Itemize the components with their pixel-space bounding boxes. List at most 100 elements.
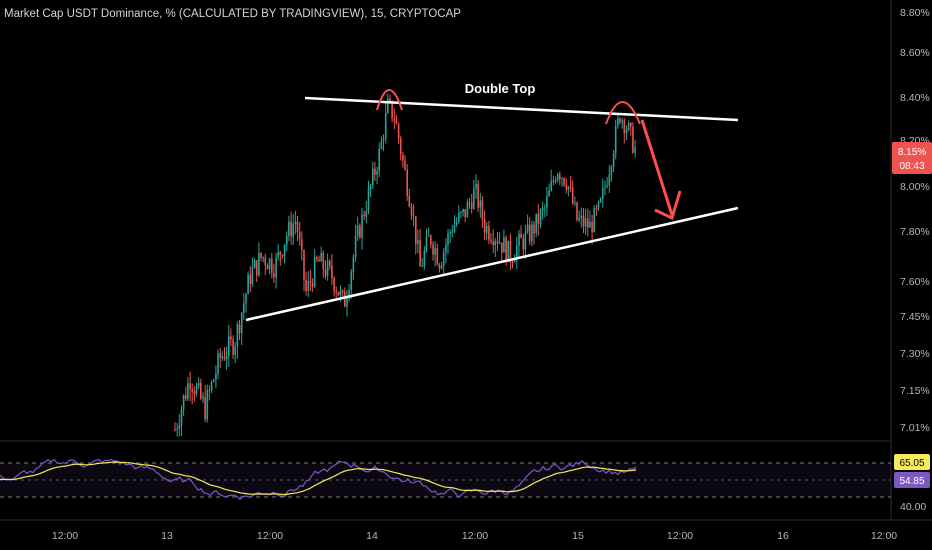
candle-body <box>185 395 187 399</box>
candle-body <box>260 253 262 258</box>
candle-body <box>376 171 378 175</box>
candle-body <box>346 298 348 307</box>
candle-body <box>488 225 490 240</box>
candle-body <box>397 123 400 139</box>
candle-body <box>303 250 305 280</box>
candle-body <box>442 252 445 266</box>
price-tick: 8.40% <box>900 92 930 104</box>
candle-body <box>382 138 385 141</box>
candle-body <box>610 167 613 175</box>
candle-body <box>352 257 355 272</box>
candle-body <box>634 147 636 153</box>
right-top-arc <box>605 101 641 125</box>
candle-body <box>492 241 494 246</box>
candle-body <box>526 224 529 232</box>
time-tick: 12:00 <box>257 530 283 542</box>
candle-body <box>389 98 391 101</box>
candle-body <box>296 221 299 233</box>
candle-body <box>438 264 441 269</box>
time-tick: 13 <box>161 530 173 542</box>
candle-body <box>449 232 451 234</box>
candle-body <box>240 312 243 333</box>
candle-body <box>286 236 288 245</box>
candle-body <box>380 140 383 149</box>
price-tick: 8.80% <box>900 7 930 19</box>
candle-body <box>189 383 191 389</box>
candle-body <box>404 160 406 170</box>
candle-body <box>320 252 322 262</box>
candle-body <box>584 218 587 227</box>
candle-body <box>518 233 520 246</box>
candle-body <box>612 153 615 168</box>
candle-body <box>552 180 555 182</box>
candle-body <box>193 391 196 395</box>
candle-body <box>363 214 365 217</box>
candle-body <box>206 390 209 420</box>
candle-body <box>365 211 368 217</box>
candle-body <box>578 217 580 221</box>
candle-body <box>451 231 454 233</box>
candle-body <box>427 235 430 237</box>
candle-body <box>294 221 297 225</box>
candle-body <box>288 221 290 237</box>
candle-body <box>458 213 460 222</box>
candle-body <box>632 126 634 153</box>
candle-body <box>374 168 376 175</box>
candle-body <box>559 174 561 180</box>
candle-body <box>402 154 404 161</box>
candle-body <box>245 294 247 304</box>
candle-body <box>208 390 211 392</box>
candle-body <box>247 274 249 294</box>
candle-body <box>339 290 342 296</box>
candle-body <box>623 120 626 133</box>
candle-body <box>262 257 264 259</box>
candle-body <box>445 244 447 253</box>
candle-body <box>344 292 346 307</box>
candle-body <box>468 202 471 204</box>
candle-body <box>249 274 252 284</box>
candle-body <box>528 224 531 242</box>
price-tick: 7.60% <box>900 276 930 288</box>
candle-body <box>464 209 466 218</box>
candle-body <box>576 202 578 221</box>
candle-body <box>494 240 497 246</box>
candle-body <box>516 245 518 261</box>
candle-body <box>541 208 544 211</box>
candle-body <box>324 269 327 276</box>
candle-body <box>455 221 458 225</box>
candle-body <box>204 397 206 420</box>
candle-body <box>191 388 193 392</box>
candle-body <box>511 262 514 264</box>
candle-body <box>630 123 632 127</box>
candle-body <box>505 237 507 263</box>
candle-body <box>359 225 361 238</box>
candle-body <box>275 257 277 278</box>
candle-body <box>587 218 589 228</box>
candle-body <box>481 200 484 220</box>
candle-body <box>531 224 533 242</box>
down-arrow-head <box>654 190 682 220</box>
time-tick: 12:00 <box>667 530 693 542</box>
candle-body <box>597 201 600 209</box>
candle-body <box>178 425 181 429</box>
candle-body <box>253 260 256 268</box>
candle-body <box>621 120 623 123</box>
price-tick: 7.15% <box>900 385 930 397</box>
candle-body <box>440 266 443 269</box>
candle-body <box>202 397 204 399</box>
candle-body <box>546 196 548 208</box>
candle-body <box>522 238 525 250</box>
candle-body <box>301 239 303 251</box>
candle-body <box>537 213 540 225</box>
candle-body <box>475 183 477 189</box>
candle-body <box>307 281 310 291</box>
candle-body <box>176 428 178 430</box>
candle-body <box>182 395 185 410</box>
candle-body <box>230 336 232 340</box>
candle-body <box>271 258 273 274</box>
candle-body <box>273 273 275 278</box>
candle-body <box>243 303 245 313</box>
candle-body <box>627 123 630 130</box>
rsi-line <box>0 458 637 501</box>
